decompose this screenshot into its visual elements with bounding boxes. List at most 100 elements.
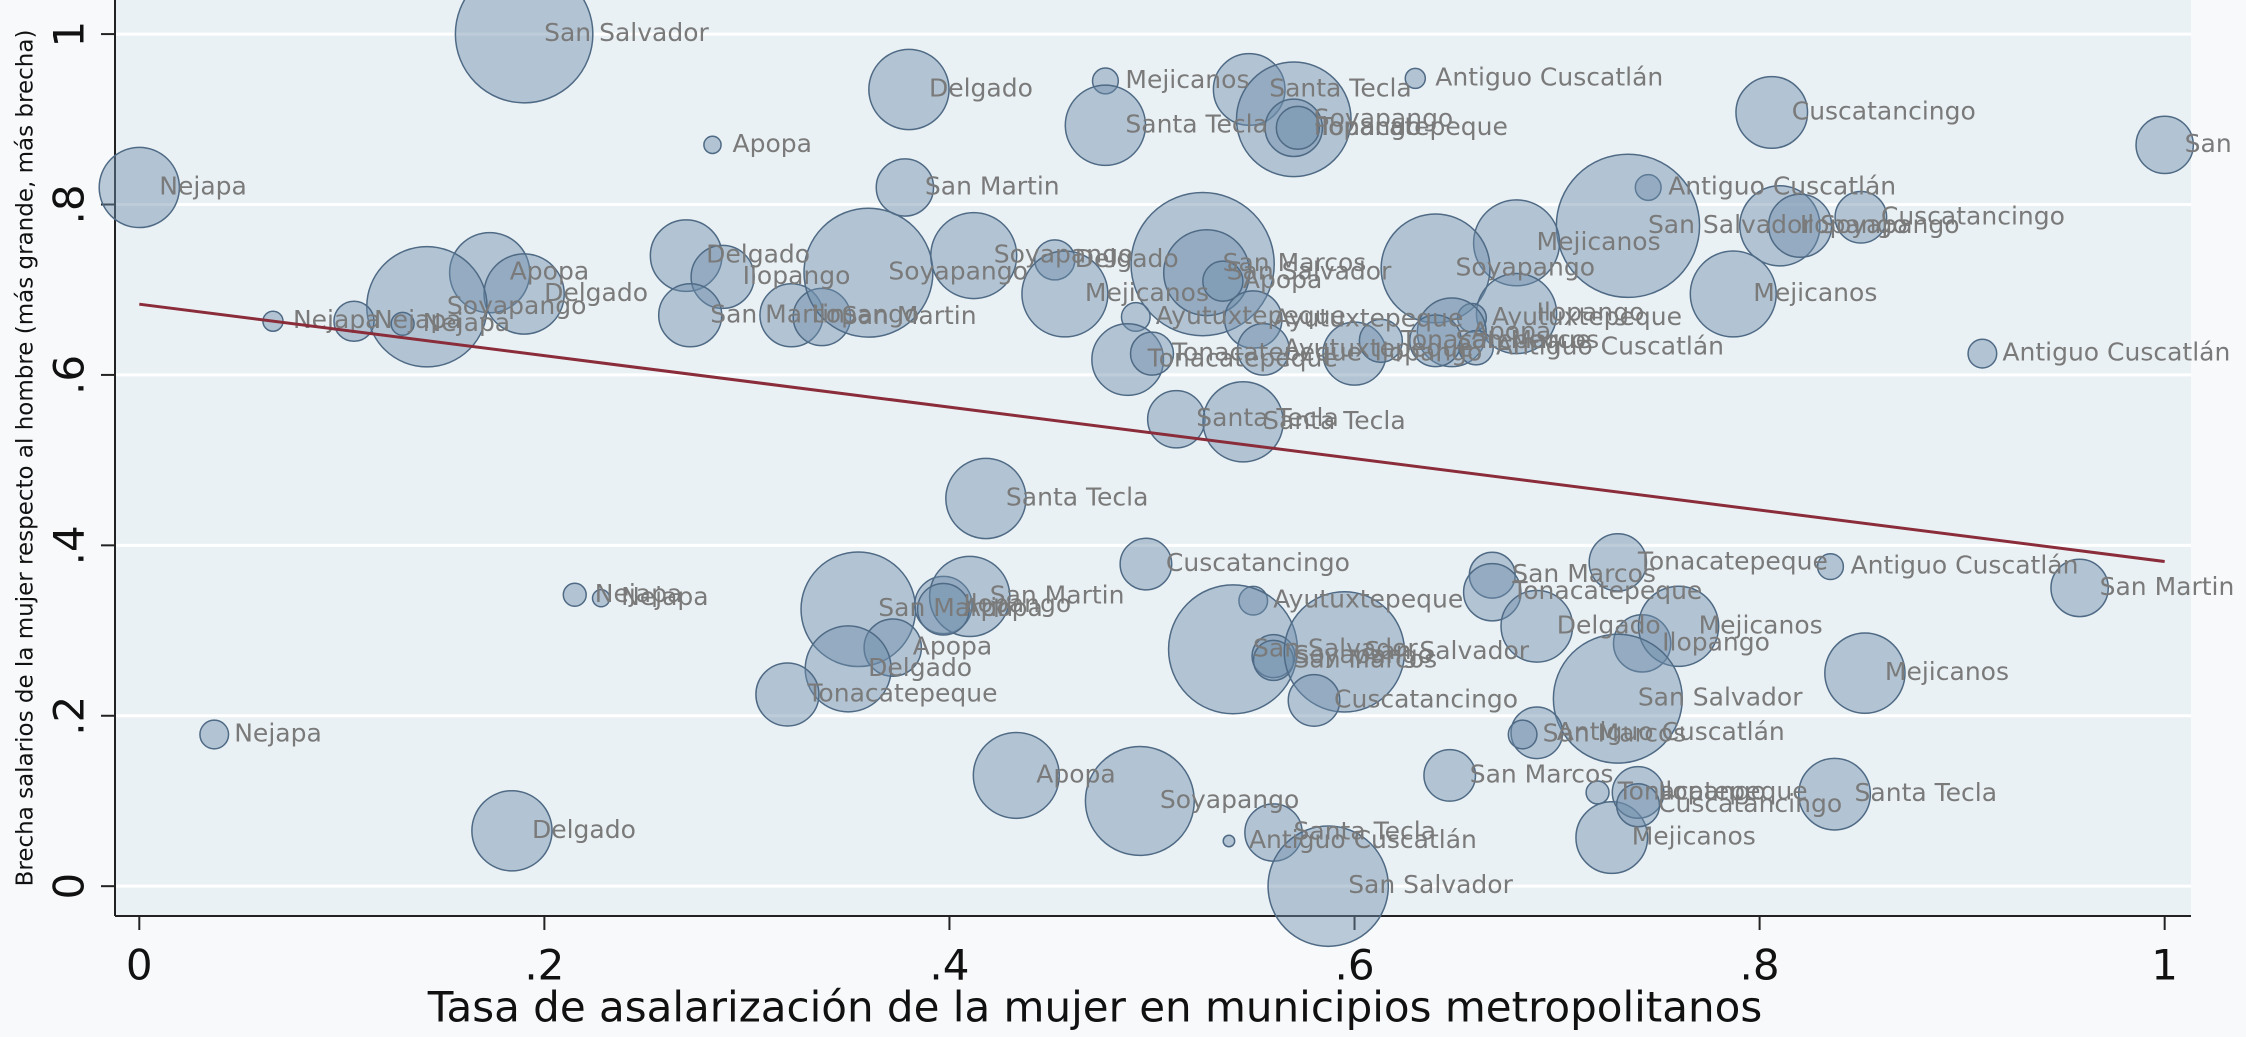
bubble [1423, 748, 1477, 802]
point-label: San Salvador [1253, 633, 1418, 662]
bubble [1084, 745, 1196, 857]
y-tick-label: .8 [45, 184, 94, 224]
point-label: Ilopango [963, 589, 1071, 618]
bubble [1202, 260, 1244, 302]
x-tick-label: 1 [2151, 941, 2178, 990]
point-label: Soyapango [1820, 210, 1959, 239]
point-label: Ilopango [1658, 776, 1766, 805]
point-label: Cuscatancingo [1881, 201, 2065, 230]
point-label: Antiguo Cuscatlán [1249, 825, 1477, 854]
point-label: Santa Tecla [1006, 482, 1149, 511]
point-label: Mejicanos [1632, 822, 1756, 851]
point-label: San Salvador [1227, 257, 1392, 286]
point-label: Antiguo Cuscatlán [1557, 717, 1785, 746]
point-label: Nejapa [234, 719, 322, 748]
point-label: Soyapango [1160, 785, 1299, 814]
bubble [1021, 250, 1109, 338]
bubble [657, 283, 723, 348]
bubble [690, 244, 755, 310]
point-label: Antiguo Cuscatlán [1435, 62, 1663, 91]
point-label: Soyapango [994, 240, 1133, 269]
point-label: Apopa [963, 593, 1042, 622]
bubble [1064, 84, 1147, 167]
bubble [483, 253, 565, 335]
point-label: San Martin [842, 301, 977, 330]
point-label: Nejapa [621, 582, 709, 611]
point-label: San Salvador [544, 18, 709, 47]
point-label: Ayutuxtepeque [1273, 585, 1463, 614]
bubble [591, 588, 611, 608]
point-label: Tonacatepeque [1147, 344, 1338, 373]
point-label: San [2185, 129, 2232, 158]
bubble [1275, 105, 1321, 151]
point-label: Apopa [732, 129, 811, 158]
bubble [1824, 632, 1906, 714]
bubble [1637, 585, 1720, 668]
bubble [1552, 633, 1684, 764]
point-label: Ilopango [1662, 627, 1770, 656]
bubble [454, 0, 594, 104]
point-label: Antiguo Cuscatlán [2002, 338, 2230, 367]
point-label: Ilopango [1537, 298, 1645, 327]
point-label: Mejicanos [1699, 610, 1823, 639]
bubble [1585, 780, 1610, 805]
bubble [803, 207, 934, 338]
point-label: Apopa [913, 632, 992, 661]
bubble [1816, 553, 1845, 581]
point-label: Cuscatancingo [1658, 789, 1842, 818]
x-tick-label: .6 [1334, 941, 1374, 990]
bubble [1322, 321, 1387, 386]
bubble [916, 582, 970, 636]
bubble [1834, 190, 1888, 244]
point-label: Soyapango [447, 291, 586, 320]
bubble [1222, 834, 1236, 848]
bubble [875, 158, 935, 217]
point-label: San Marcos [1470, 759, 1614, 788]
point-label: San Marcos [1456, 325, 1600, 354]
bubble [1119, 537, 1173, 591]
bubble [1634, 173, 1662, 202]
bubble [1472, 199, 1561, 287]
point-label: Nejapa [423, 308, 511, 337]
bubble [868, 48, 950, 131]
bubble [1129, 331, 1175, 376]
bubble [930, 211, 1018, 300]
bubble [1689, 250, 1777, 338]
point-label: Santa Tecla [1294, 816, 1437, 845]
point-label: Nejapa [374, 305, 462, 334]
point-label: Santa Tecla [1125, 109, 1268, 138]
point-label: Delgado [929, 73, 1033, 102]
bubble [945, 457, 1027, 540]
bubble [390, 311, 415, 337]
fit-line [139, 302, 2165, 564]
bubble [1091, 67, 1120, 95]
point-label: Cuscatancingo [1792, 96, 1976, 125]
bubble [1167, 584, 1299, 715]
point-label: San Martin [925, 171, 1060, 200]
bubble [1267, 825, 1390, 948]
point-label: Mejicanos [1885, 657, 2009, 686]
point-label: Ilopango [1314, 112, 1422, 141]
point-label: San Martin [2100, 572, 2235, 601]
bubble [1797, 757, 1872, 831]
bubble [1739, 184, 1821, 267]
x-axis-title: Tasa de asalarización de la mujer en mun… [427, 983, 1762, 1032]
point-label: Antiguo Cuscatlán [1668, 171, 1896, 200]
bubble [913, 575, 973, 635]
bubble [1735, 75, 1809, 150]
point-label: San Martin [878, 593, 1013, 622]
point-label: Nejapa [595, 579, 683, 608]
bubble [2135, 115, 2195, 175]
bubble [2050, 558, 2109, 618]
point-label: Soyapango [1294, 640, 1433, 669]
point-label: Ayutuxtepeque [1273, 304, 1463, 333]
bubble [1475, 272, 1558, 355]
bubble [199, 719, 230, 750]
bubble [1500, 589, 1574, 663]
bubble [1091, 323, 1165, 397]
point-label: Cuscatancingo [1166, 548, 1350, 577]
bubble [1507, 719, 1538, 750]
bubble [562, 582, 587, 607]
bubble [1575, 801, 1649, 875]
